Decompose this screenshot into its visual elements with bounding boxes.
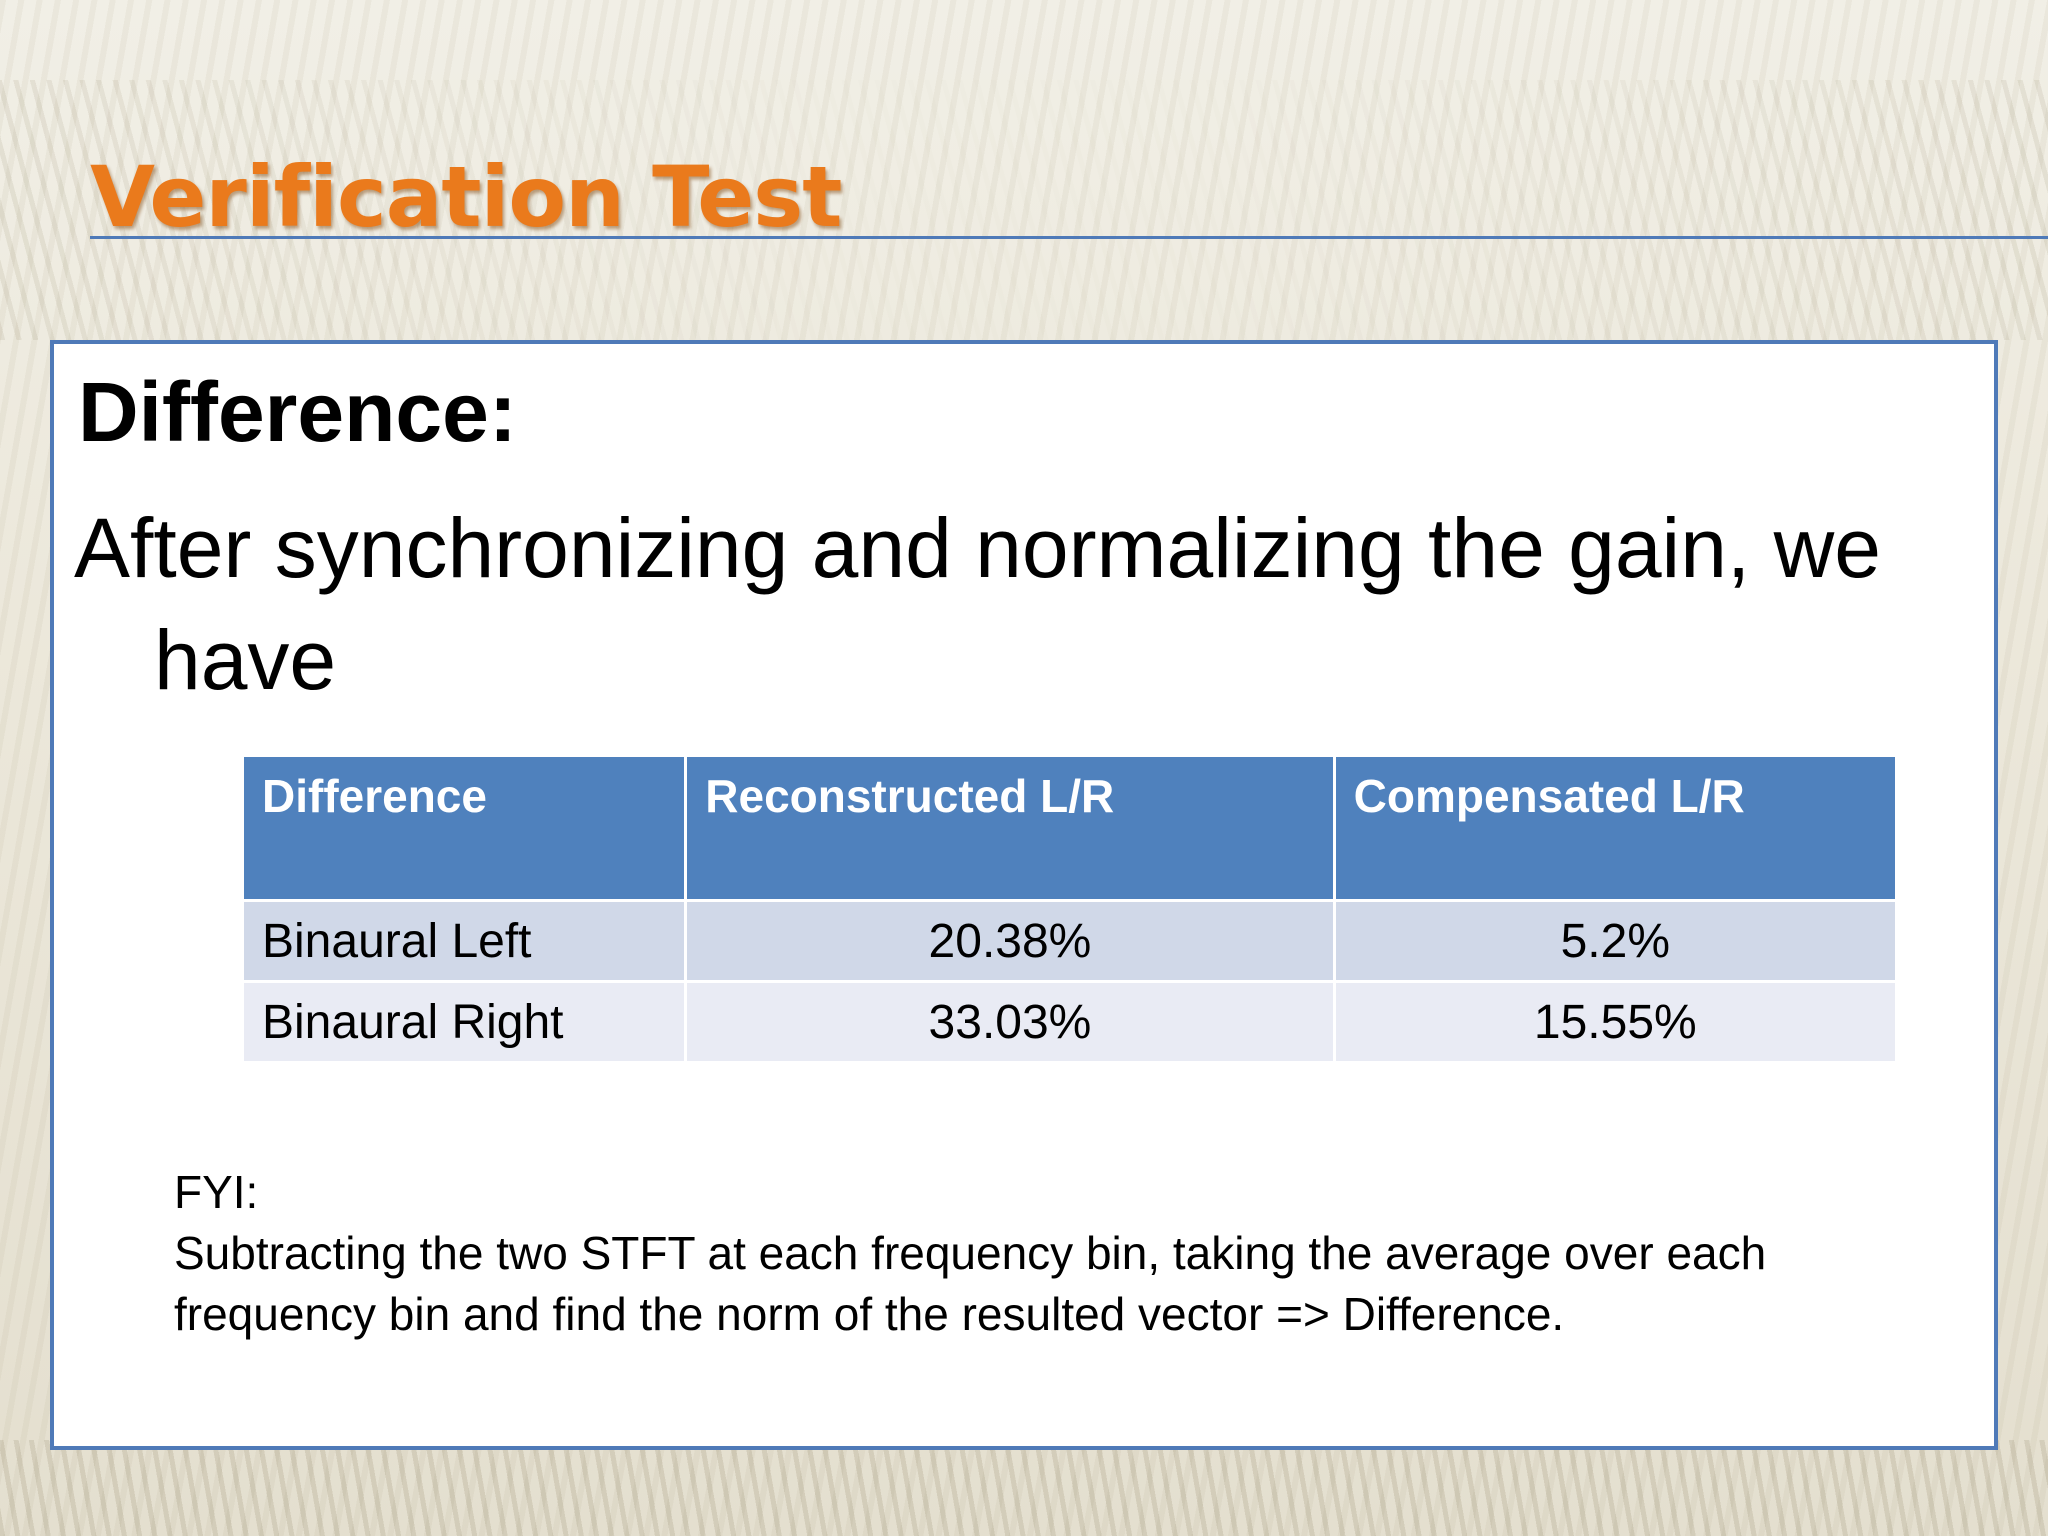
cell-label: Binaural Left bbox=[240, 899, 688, 983]
header-compensated: Compensated L/R bbox=[1332, 754, 1899, 902]
cell-reconstructed: 20.38% bbox=[684, 899, 1336, 983]
content-heading: Difference: bbox=[78, 365, 517, 459]
body-paragraph: After synchronizing and normalizing the … bbox=[74, 501, 1881, 707]
content-box: Difference: After synchronizing and norm… bbox=[50, 340, 1998, 1450]
title-underline bbox=[90, 236, 2048, 239]
table-row: Binaural Left 20.38% 5.2% bbox=[240, 899, 1899, 983]
slide-title: Verification Test bbox=[90, 148, 842, 246]
cell-compensated: 15.55% bbox=[1332, 980, 1899, 1064]
fyi-line-1: Subtracting the two STFT at each frequen… bbox=[174, 1227, 1767, 1279]
fyi-line-2: frequency bin and find the norm of the r… bbox=[174, 1288, 1565, 1340]
background-stripes-bottom bbox=[0, 1440, 2048, 1536]
results-table: Difference Reconstructed L/R Compensated… bbox=[240, 754, 1899, 1064]
cell-reconstructed: 33.03% bbox=[684, 980, 1336, 1064]
cell-label: Binaural Right bbox=[240, 980, 688, 1064]
header-reconstructed: Reconstructed L/R bbox=[684, 754, 1336, 902]
table-row: Binaural Right 33.03% 15.55% bbox=[240, 980, 1899, 1064]
background-stripes-top bbox=[0, 80, 2048, 340]
results-table-container: Difference Reconstructed L/R Compensated… bbox=[240, 754, 1899, 1064]
fyi-label: FYI: bbox=[174, 1166, 259, 1218]
table-header-row: Difference Reconstructed L/R Compensated… bbox=[240, 754, 1899, 902]
header-difference: Difference bbox=[240, 754, 688, 902]
fyi-note: FYI: Subtracting the two STFT at each fr… bbox=[174, 1162, 1766, 1345]
cell-compensated: 5.2% bbox=[1332, 899, 1899, 983]
